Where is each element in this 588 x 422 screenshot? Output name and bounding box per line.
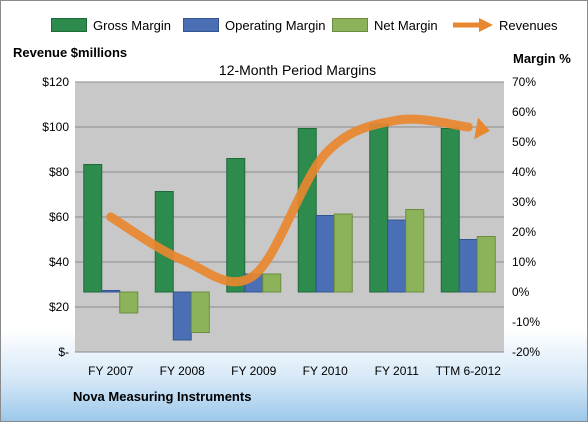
legend-label-operating: Operating Margin — [225, 17, 326, 33]
right-tick-label: 0% — [512, 285, 530, 299]
legend-swatch-net — [332, 18, 368, 32]
right-tick-label: 70% — [512, 75, 536, 89]
legend-revenues: Revenues — [451, 15, 558, 35]
category-label: FY 2011 — [375, 364, 420, 378]
bar-net-margin — [476, 236, 496, 293]
left-tick-label: $100 — [42, 120, 69, 134]
bar-operating-margin — [315, 215, 335, 293]
bar-gross-margin — [83, 164, 103, 293]
left-tick-label: $120 — [42, 75, 69, 89]
left-tick-label: $40 — [49, 255, 69, 269]
right-tick-label: 40% — [512, 165, 536, 179]
category-label: FY 2008 — [160, 364, 205, 378]
legend-arrow-icon — [453, 18, 493, 32]
category-label: FY 2007 — [88, 364, 133, 378]
legend-swatch-operating — [183, 18, 219, 32]
category-label: TTM 6-2012 — [436, 364, 502, 378]
legend-gross-margin: Gross Margin — [51, 15, 171, 35]
bar-gross-margin — [297, 128, 317, 293]
left-tick-label: $80 — [49, 165, 69, 179]
bar-operating-margin — [172, 291, 192, 341]
right-tick-label: -20% — [512, 345, 540, 359]
right-tick-label: 50% — [512, 135, 536, 149]
right-tick-label: 10% — [512, 255, 536, 269]
company-name: Nova Measuring Instruments — [73, 389, 252, 404]
bar-gross-margin — [154, 191, 174, 293]
left-tick-label: $- — [58, 345, 69, 359]
bar-gross-margin — [226, 158, 246, 293]
legend-net-margin: Net Margin — [332, 15, 438, 35]
bar-net-margin — [190, 291, 210, 333]
legend: Gross Margin Operating Margin Net Margin… — [1, 15, 587, 35]
right-tick-label: 20% — [512, 225, 536, 239]
revenue-arrowhead — [474, 117, 490, 140]
bar-operating-margin — [387, 219, 407, 293]
bar-operating-margin — [458, 239, 478, 293]
right-tick-label: -10% — [512, 315, 540, 329]
bar-gross-margin — [440, 128, 460, 293]
bar-net-margin — [262, 273, 282, 293]
legend-label-revenues: Revenues — [499, 17, 558, 33]
right-tick-label: 60% — [512, 105, 536, 119]
left-tick-label: $20 — [49, 300, 69, 314]
revenue-line — [106, 114, 473, 287]
legend-swatch-gross — [51, 18, 87, 32]
chart-title: 12-Month Period Margins — [219, 62, 376, 78]
left-axis-title: Revenue $millions — [13, 45, 128, 60]
bar-net-margin — [405, 209, 425, 293]
legend-operating-margin: Operating Margin — [183, 15, 325, 35]
bar-gross-margin — [369, 123, 389, 293]
category-label: FY 2010 — [303, 364, 348, 378]
right-axis-title: Margin % — [513, 51, 571, 66]
legend-label-gross: Gross Margin — [93, 17, 172, 33]
category-label: FY 2009 — [231, 364, 276, 378]
left-tick-label: $60 — [49, 210, 69, 224]
legend-label-net: Net Margin — [374, 17, 438, 33]
bar-net-margin — [119, 291, 139, 314]
right-tick-label: 30% — [512, 195, 536, 209]
bar-operating-margin — [101, 290, 121, 293]
bar-net-margin — [333, 213, 353, 293]
